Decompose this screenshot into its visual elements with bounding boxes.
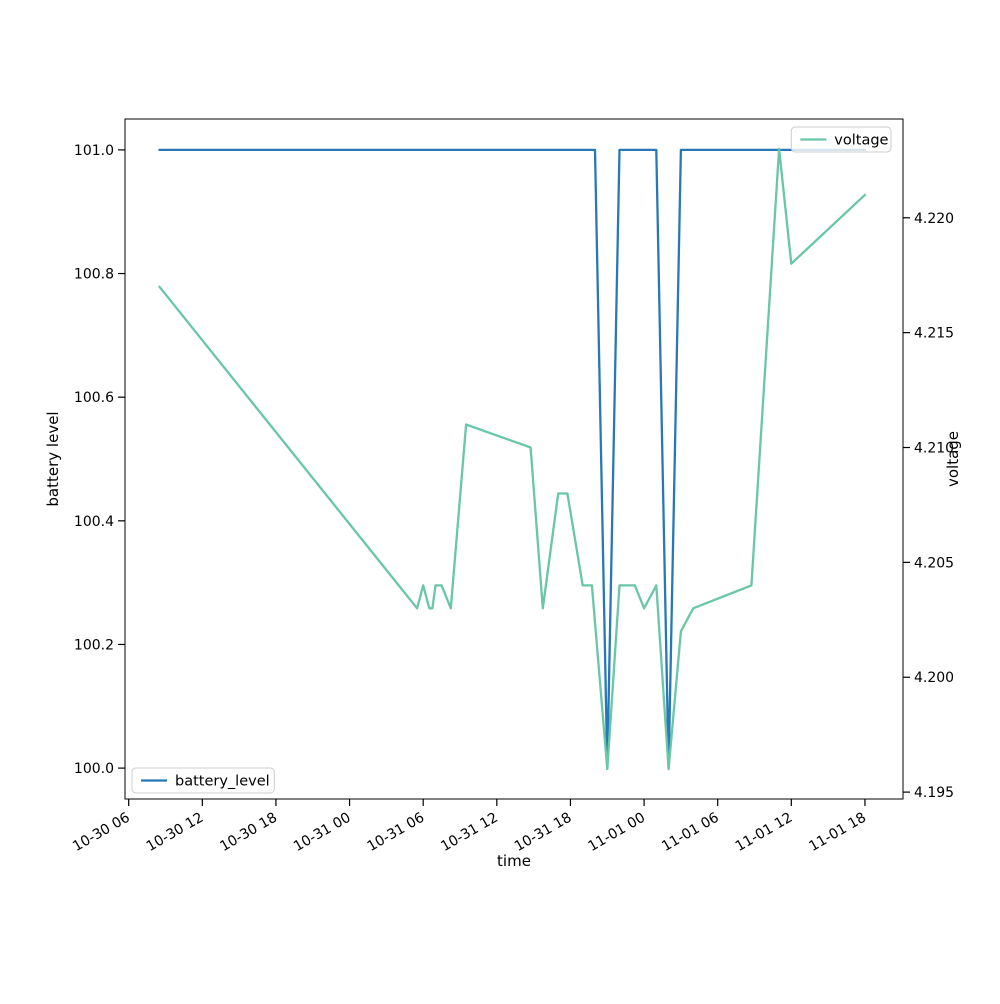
x-tick-label: 10-30 18 [217,810,280,855]
legend-battery_level-box [131,767,275,794]
chart-layers: 10-30 06 10-30 12 10-30 18 10-31 00 10-31 06… [70,118,954,855]
x-tick-label: 10-31 18 [512,810,575,855]
y-tick-label-left: 100.0 [74,761,114,777]
plot-border [124,118,904,800]
y-tick-label-right: 4.205 [914,555,954,571]
series-voltage-line [158,147,867,771]
legend-battery_level-label: battery_level [175,774,270,790]
y-tick-label-left: 100.4 [74,514,114,530]
x-axis-label: time [497,852,531,870]
x-tick-label: 10-30 06 [70,810,133,855]
x-tick-label: 10-31 12 [438,810,501,855]
legend-voltage-label: voltage [834,133,888,149]
y-tick-label-right: 4.220 [914,211,954,227]
x-tick-label: 10-31 00 [291,810,354,855]
x-tick-label: 11-01 18 [806,810,869,855]
y-tick-label-left: 101.0 [74,143,114,159]
y-axis-label-left: battery level [44,411,62,506]
y-tick-label-right: 4.215 [914,326,954,342]
series-battery_level-line [158,148,867,770]
y-tick-label-right: 4.210 [914,441,954,457]
y-axis-label-right: voltage [944,431,962,487]
x-tick-label: 10-31 06 [365,810,428,855]
x-tick-label: 11-01 12 [733,810,796,855]
x-tick-label: 11-01 06 [659,810,722,855]
y-tick-label-left: 100.8 [74,267,114,283]
y-tick-label-left: 100.2 [74,637,114,653]
y-tick-label-left: 100.6 [74,390,114,406]
legend-voltage-box [790,126,892,153]
y-tick-label-right: 4.200 [914,670,954,686]
x-tick-label: 10-30 12 [144,810,207,855]
y-tick-label-right: 4.195 [914,785,954,801]
x-tick-label: 11-01 00 [586,810,649,855]
